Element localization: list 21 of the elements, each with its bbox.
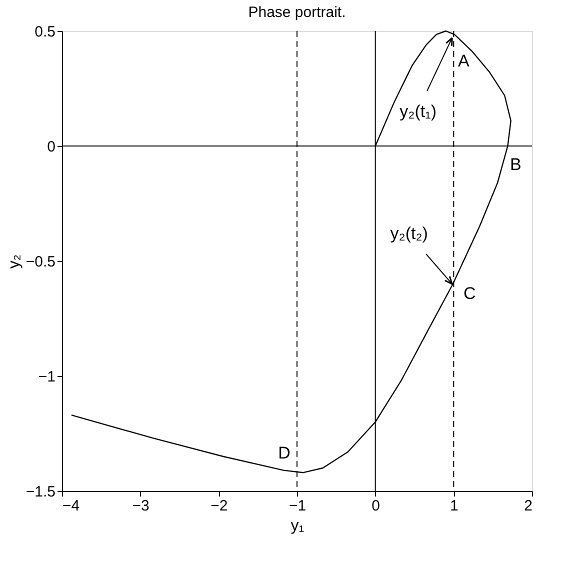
x-tick-label: −4: [62, 498, 80, 514]
x-tick-label: −1: [288, 498, 306, 514]
y-tick-label: 0.5: [34, 24, 56, 40]
annotation: B: [510, 155, 522, 174]
annotation: D: [278, 444, 290, 463]
annotation: y₂(t₂): [390, 224, 428, 243]
x-tick-label: 2: [524, 498, 532, 514]
annotation: y₂(t₁): [400, 102, 437, 121]
x-axis-title: y₁: [290, 518, 304, 534]
x-tick-label: 1: [450, 498, 458, 514]
y-tick-label: 0: [47, 138, 56, 156]
x-tick-label: −2: [210, 498, 228, 514]
annotation: C: [464, 284, 476, 303]
annotation: A: [458, 51, 470, 70]
y-tick-label: −1.5: [26, 484, 56, 500]
x-tick-label: 0: [372, 498, 380, 514]
y-axis-title: y₂: [6, 254, 23, 269]
y-tick-label: −1: [38, 368, 56, 386]
chart-title: Phase portrait.: [248, 4, 346, 21]
y-tick-label: −0.5: [26, 254, 56, 270]
x-tick-label: −3: [132, 498, 150, 514]
